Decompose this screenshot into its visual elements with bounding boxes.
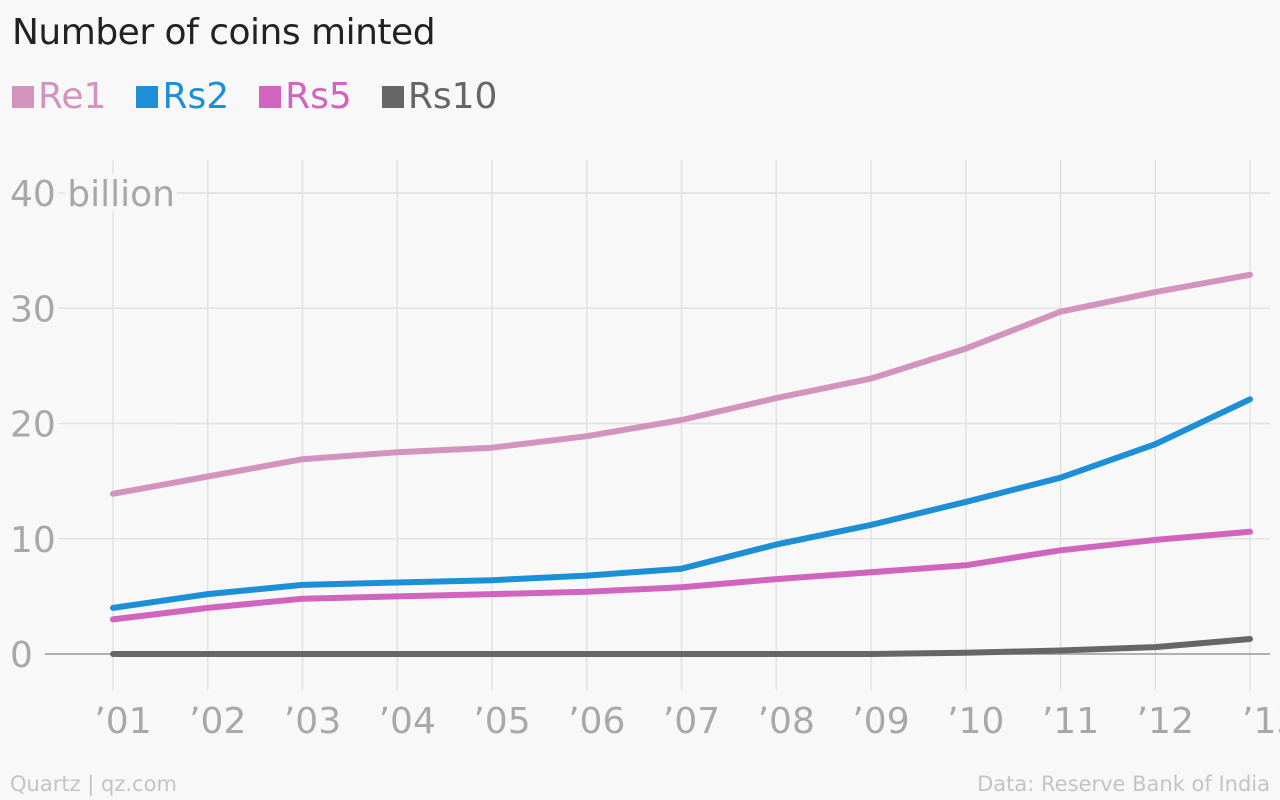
legend-item-rs5: Rs5 xyxy=(259,76,352,117)
legend-label-re1: Re1 xyxy=(38,76,107,117)
x-tick-label: ’06 xyxy=(568,701,625,742)
legend-label-rs5: Rs5 xyxy=(285,76,352,117)
x-tick-label: ’11 xyxy=(1042,701,1099,742)
series-line-rs10 xyxy=(110,636,1253,657)
x-tick-label: ’05 xyxy=(473,701,530,742)
y-tick-label: 40 billion xyxy=(10,174,175,215)
legend: Re1 Rs2 Rs5 Rs10 xyxy=(12,76,497,117)
x-tick-label: ’13 xyxy=(1242,701,1280,742)
y-tick-label: 20 xyxy=(10,405,56,446)
series-line-rs2 xyxy=(110,396,1253,611)
x-tick-label: ’04 xyxy=(379,701,436,742)
x-tick-label: ’03 xyxy=(284,701,341,742)
x-tick-label: ’01 xyxy=(94,701,151,742)
legend-swatch-rs10 xyxy=(381,85,404,108)
x-tick-label: ’09 xyxy=(852,701,909,742)
legend-label-rs2: Rs2 xyxy=(162,76,230,117)
legend-item-re1: Re1 xyxy=(12,76,106,117)
y-tick-label: 0 xyxy=(10,635,33,676)
x-tick-label: ’02 xyxy=(189,701,246,742)
y-tick-label: 30 xyxy=(10,289,56,330)
legend-label-rs10: Rs10 xyxy=(407,76,498,117)
data-credit: Data: Reserve Bank of India xyxy=(977,772,1270,796)
x-tick-label: ’12 xyxy=(1137,701,1194,742)
x-tick-label: ’10 xyxy=(947,701,1004,742)
series-line-rs5 xyxy=(110,528,1253,623)
y-tick-label: 10 xyxy=(10,520,56,561)
legend-item-rs10: Rs10 xyxy=(381,76,498,117)
legend-swatch-re1 xyxy=(12,85,34,108)
series-line-re1 xyxy=(110,271,1253,497)
x-tick-label: ’08 xyxy=(758,701,815,742)
legend-swatch-rs5 xyxy=(259,85,282,108)
chart-title: Number of coins minted xyxy=(12,12,436,53)
legend-swatch-rs2 xyxy=(136,85,159,108)
source-credit: Quartz | qz.com xyxy=(10,772,177,796)
x-tick-label: ’07 xyxy=(663,701,720,742)
legend-item-rs2: Rs2 xyxy=(136,76,229,117)
